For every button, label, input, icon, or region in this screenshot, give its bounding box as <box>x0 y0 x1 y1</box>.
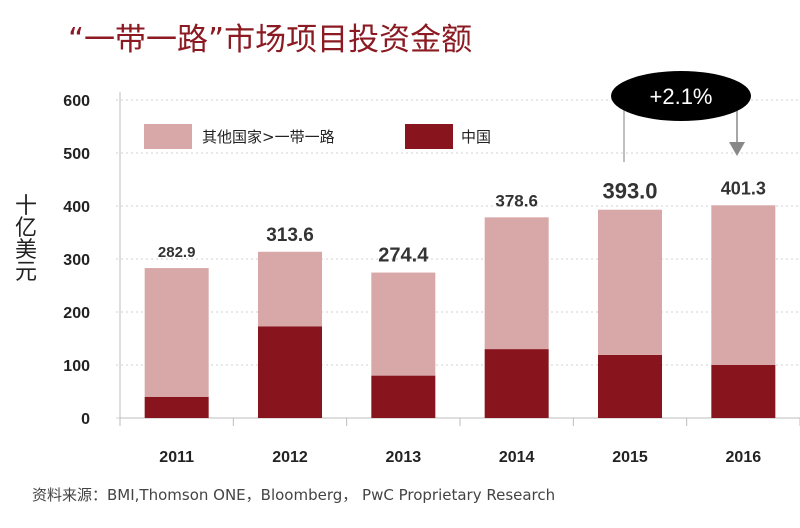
total-label-2013: 274.4 <box>378 245 429 267</box>
bar-china-2013 <box>371 375 436 418</box>
callout-arrowhead <box>729 142 745 156</box>
bar-other-2012 <box>258 251 322 327</box>
bar-other-2011 <box>144 268 209 397</box>
bar-china-2011 <box>144 396 209 418</box>
x-tick-label: 2014 <box>499 449 535 466</box>
y-tick-label: 400 <box>63 199 90 216</box>
bar-other-2013 <box>371 272 436 376</box>
legend-swatch-china <box>405 124 453 149</box>
x-tick-label: 2015 <box>612 449 648 466</box>
data-labels: 282.9 313.6 274.4 378.6 393.0 401.3 <box>158 178 766 266</box>
total-label-2012: 313.6 <box>266 225 314 246</box>
bar-china-2014 <box>484 349 549 418</box>
y-tick-label: 300 <box>63 252 90 269</box>
bar-other-2015 <box>598 209 662 355</box>
total-label-2015: 393.0 <box>602 179 657 204</box>
bar-other-2016 <box>711 205 776 365</box>
chart-title: “一带一路”市场项目投资金额 <box>68 22 473 58</box>
growth-callout: +2.1% <box>611 71 751 162</box>
x-tick-label: 2012 <box>272 449 308 466</box>
bar-china-2016 <box>711 365 776 418</box>
bar-china-2012 <box>258 326 322 418</box>
total-label-2014: 378.6 <box>495 191 538 210</box>
bar-china-2015 <box>598 354 662 418</box>
x-tick-label: 2016 <box>726 449 762 466</box>
x-tick-labels: 2011 2012 2013 2014 2015 2016 <box>159 449 761 466</box>
legend: 其他国家>一带一路 中国 <box>144 124 491 149</box>
y-tick-label: 200 <box>63 305 90 322</box>
y-tick-label: 500 <box>63 146 90 163</box>
legend-label-other: 其他国家>一带一路 <box>202 128 335 146</box>
total-label-2016: 401.3 <box>721 178 766 198</box>
source-note: 资料来源：BMI,Thomson ONE，Bloomberg， PwC Prop… <box>32 486 556 504</box>
y-tick-label: 0 <box>81 411 90 428</box>
bar-other-2014 <box>484 217 549 350</box>
x-tick-label: 2013 <box>386 449 422 466</box>
y-tick-labels: 0 100 200 300 400 500 600 <box>63 93 90 428</box>
gridlines <box>116 92 800 426</box>
total-label-2011: 282.9 <box>158 244 196 261</box>
x-tick-label: 2011 <box>159 449 194 466</box>
y-axis-label: 十亿美元 <box>14 194 37 285</box>
callout-label: +2.1% <box>650 84 713 109</box>
bar-series <box>144 205 776 418</box>
legend-label-china: 中国 <box>461 128 491 146</box>
y-tick-label: 100 <box>63 358 90 375</box>
legend-swatch-other <box>144 124 192 149</box>
y-tick-label: 600 <box>63 93 90 110</box>
callout-bubble <box>611 71 751 121</box>
